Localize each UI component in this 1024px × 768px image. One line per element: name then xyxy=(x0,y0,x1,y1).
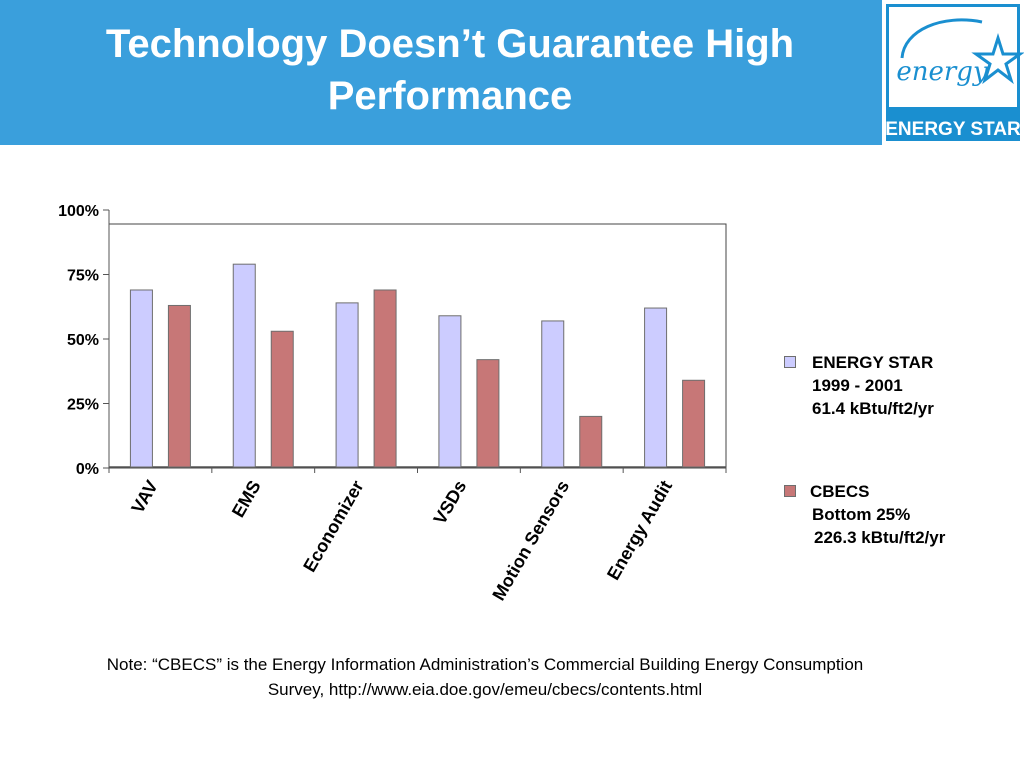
title-banner xyxy=(0,0,882,145)
x-category-label: VSDs xyxy=(430,477,471,528)
bar-cbecs xyxy=(373,289,397,468)
legend-energy-star: ENERGY STAR 1999 - 2001 61.4 kBtu/ft2/yr xyxy=(784,352,984,422)
bar-cbecs xyxy=(476,359,500,468)
slide-title: Technology Doesn’t Guarantee High Perfor… xyxy=(0,18,900,122)
bar-cbecs xyxy=(167,304,191,468)
bar-cbecs xyxy=(682,379,706,468)
x-category-label: VAV xyxy=(127,477,161,517)
y-tick-label: 25% xyxy=(67,397,99,414)
legend-energy-star-title: ENERGY STAR xyxy=(812,353,934,372)
x-category-label: Motion Sensors xyxy=(488,477,573,604)
bar-energy-star xyxy=(335,302,359,468)
x-category-label: Energy Audit xyxy=(603,477,676,583)
legend-cbecs-subtitle: Bottom 25% xyxy=(812,505,911,524)
bar-energy-star xyxy=(232,263,256,468)
energy-star-logo: energy ENERGY STAR xyxy=(882,0,1024,145)
y-tick-label: 75% xyxy=(67,268,99,285)
logo-caption: ENERGY STAR xyxy=(885,119,1021,140)
legend-swatch-cbecs xyxy=(784,485,796,497)
legend-cbecs: CBECS Bottom 25% 226.3 kBtu/ft2/yr xyxy=(784,481,984,551)
bar-chart: 0% 25% 50% 75% 100% VAV EMS Economizer VSDs Motio… xyxy=(58,203,727,604)
slide-title-line-2: Performance xyxy=(327,74,573,118)
footnote-line-1: Note: “CBECS” is the Energy Information … xyxy=(106,655,864,674)
bar-energy-star xyxy=(541,320,565,468)
y-tick-label: 50% xyxy=(67,332,99,349)
bar-cbecs xyxy=(579,415,603,468)
bar-energy-star xyxy=(644,307,668,468)
footnote-line-2: Survey, http://www.eia.doe.gov/emeu/cbec… xyxy=(267,680,703,699)
legend-cbecs-intensity: 226.3 kBtu/ft2/yr xyxy=(814,528,946,547)
bar-cbecs xyxy=(270,330,294,468)
legend-swatch-energy-star xyxy=(784,356,796,368)
y-tick-label: 0% xyxy=(76,461,99,478)
chart-area: 0% 25% 50% 75% 100% VAV EMS Economizer VSDs Motio… xyxy=(0,190,1024,640)
legend-cbecs-title: CBECS xyxy=(810,482,870,501)
bar-energy-star xyxy=(129,289,153,468)
legend-energy-star-years: 1999 - 2001 xyxy=(812,376,903,395)
x-category-label: Economizer xyxy=(299,477,367,575)
bar-energy-star xyxy=(438,315,462,468)
energy-star-logo-icon: energy ENERGY STAR xyxy=(885,4,1024,141)
plot-frame xyxy=(108,223,727,469)
logo-script-text: energy xyxy=(896,57,988,87)
slide-title-line-1: Technology Doesn’t Guarantee High xyxy=(105,22,795,66)
y-tick-label: 100% xyxy=(58,203,99,220)
x-category-label: EMS xyxy=(228,477,265,521)
footnote: Note: “CBECS” is the Energy Information … xyxy=(30,652,940,702)
legend-energy-star-intensity: 61.4 kBtu/ft2/yr xyxy=(812,399,934,418)
